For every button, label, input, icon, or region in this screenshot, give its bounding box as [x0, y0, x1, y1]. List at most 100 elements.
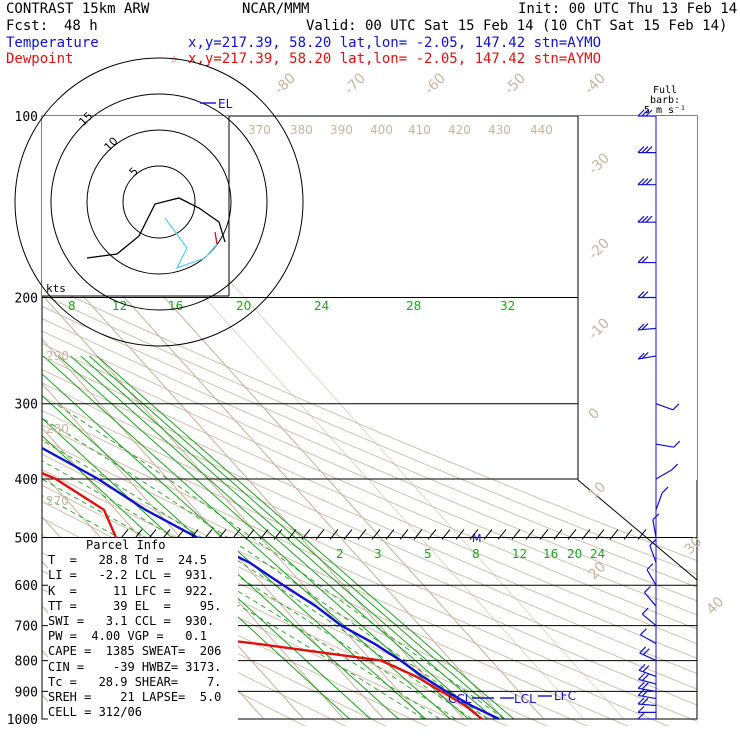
- wind-barb: [637, 323, 657, 331]
- hodograph-units-label: kts: [46, 282, 66, 295]
- wind-barb: [637, 215, 656, 223]
- moist-adiabat-line: [42, 439, 473, 720]
- lcl-label: LCL: [514, 692, 536, 706]
- isotherm-label: 20: [586, 559, 610, 583]
- wind-panel-title-line1: Full barb:: [649, 85, 681, 106]
- hatch-mark: [525, 529, 535, 540]
- wind-barb: [637, 681, 657, 692]
- temperature-profile: [42, 446, 500, 721]
- hodograph-motion-marker: [214, 231, 218, 245]
- wind-barb: [637, 291, 656, 299]
- mixing-ratio-label: 16: [168, 299, 183, 313]
- mixing-ratio-label: 16: [543, 547, 558, 561]
- wind-barb-flag: [641, 215, 649, 223]
- wind-barb-flag: [642, 665, 650, 673]
- mixing-ratio-label: 24: [590, 547, 605, 561]
- mixing-ratio-label: 20: [236, 299, 251, 313]
- wind-barb-flag: [645, 146, 653, 154]
- wind-barb-flag: [639, 646, 647, 654]
- dry-adiabat-line: [42, 305, 697, 588]
- wind-barb: [641, 607, 657, 627]
- hodograph-background: [42, 116, 229, 296]
- pressure-tick-label: 100: [15, 110, 38, 125]
- mixing-ratio-label: 20: [567, 547, 582, 561]
- wind-barb-flag: [639, 628, 647, 636]
- wind-barb-flag: [638, 663, 646, 671]
- dry-adiabat-line: [42, 410, 697, 706]
- wind-barb-shaft: [655, 492, 663, 511]
- wind-barb-flag: [641, 689, 649, 697]
- wind-barb-shaft: [643, 592, 657, 607]
- parcel-info-row: LI = -2.2 LCL = 931.: [48, 568, 215, 583]
- isotherm-label: -40: [582, 70, 609, 97]
- wind-barb-flag: [661, 486, 669, 494]
- hatch-mark: [567, 529, 577, 540]
- hatch-mark: [413, 529, 423, 540]
- dry-adiabat-line: [42, 343, 697, 630]
- wind-barb: [637, 146, 656, 154]
- parcel-info-row: SREH = 21 LAPSE= 5.0: [48, 690, 222, 705]
- mixing-ratio-label: 28: [406, 299, 421, 313]
- wind-barb: [638, 663, 657, 678]
- dry-adiabat-line: [42, 330, 697, 616]
- wind-barb: [655, 486, 669, 511]
- moist-adiabat-line: [55, 403, 505, 720]
- parcel-info-row: T = 28.8 Td = 24.5: [48, 553, 207, 568]
- wind-barb-flag: [637, 705, 645, 713]
- wind-barb-shaft: [638, 678, 657, 685]
- theta-label: 400: [370, 123, 393, 137]
- dry-adiabat-line: [42, 294, 697, 575]
- parcel-info-box: Parcel Info T = 28.8 Td = 24.5 LI = -2.2 …: [48, 538, 238, 721]
- mixing-ratio-line: [88, 355, 506, 720]
- pressure-tick-label: 800: [15, 655, 38, 670]
- pressure-tick-label: 200: [15, 292, 38, 307]
- hatch-mark: [371, 529, 381, 540]
- pressure-tick-label: 500: [15, 531, 38, 546]
- wind-barb-flag: [637, 146, 645, 154]
- hodograph-wind-trace: [86, 197, 226, 259]
- wind-barb-flag: [641, 697, 649, 705]
- wind-barb-flag: [637, 291, 645, 298]
- valid-label: Valid: 00 UTC Sat 15 Feb 14 (10 ChT Sat …: [306, 18, 728, 34]
- wind-barb-flag: [673, 440, 681, 448]
- temperature-location: x,y=217.39, 58.20 lat,lon= -2.05, 147.42…: [188, 35, 602, 51]
- hatch-mark: [441, 529, 451, 540]
- init-label: Init: 00 UTC Thu 13 Feb 14: [518, 1, 738, 17]
- wind-barb-flag: [637, 681, 645, 689]
- dry-adiabat-line: [42, 318, 697, 602]
- right-mask: [578, 116, 697, 480]
- inner-border-diagonal: [577, 479, 698, 581]
- mixing-ratio-label: 24: [314, 299, 329, 313]
- hatch-mark: [329, 529, 339, 540]
- hatch-mark: [497, 529, 507, 540]
- temperature-legend-label: Temperature: [6, 35, 99, 51]
- hatch-mark: [427, 529, 437, 540]
- wind-barb-flag: [645, 215, 653, 223]
- pressure-tick-label: 400: [15, 473, 38, 488]
- wind-barb-flag: [641, 607, 649, 615]
- wind-barb-shaft: [649, 545, 657, 563]
- hatch-mark: [259, 529, 269, 540]
- mixing-ratio-label: 12: [512, 547, 527, 561]
- hatch-mark: [301, 529, 311, 540]
- dry-adiabat-line: [42, 453, 629, 726]
- mixing-ratio-line: [42, 394, 400, 720]
- theta-label: 380: [290, 123, 313, 137]
- wind-barb-shaft: [638, 687, 657, 692]
- hodograph-storm-trace: [164, 217, 218, 270]
- hatch-mark: [581, 529, 591, 540]
- wind-barb-flag: [672, 403, 680, 411]
- hatch-mark: [287, 529, 297, 540]
- wind-barb-shaft: [638, 694, 657, 700]
- pressure-tick-label: 1000: [7, 713, 38, 728]
- wind-barb-flag: [637, 697, 645, 705]
- mixing-ratio-label: 8: [472, 547, 480, 561]
- hatch-mark: [315, 529, 325, 540]
- wind-barb-flag: [637, 215, 645, 223]
- wind-barb-shaft: [638, 327, 657, 331]
- fcst-value: 48 h: [64, 18, 98, 34]
- hatch-mark: [399, 529, 409, 540]
- isotherm-label: -60: [422, 70, 449, 97]
